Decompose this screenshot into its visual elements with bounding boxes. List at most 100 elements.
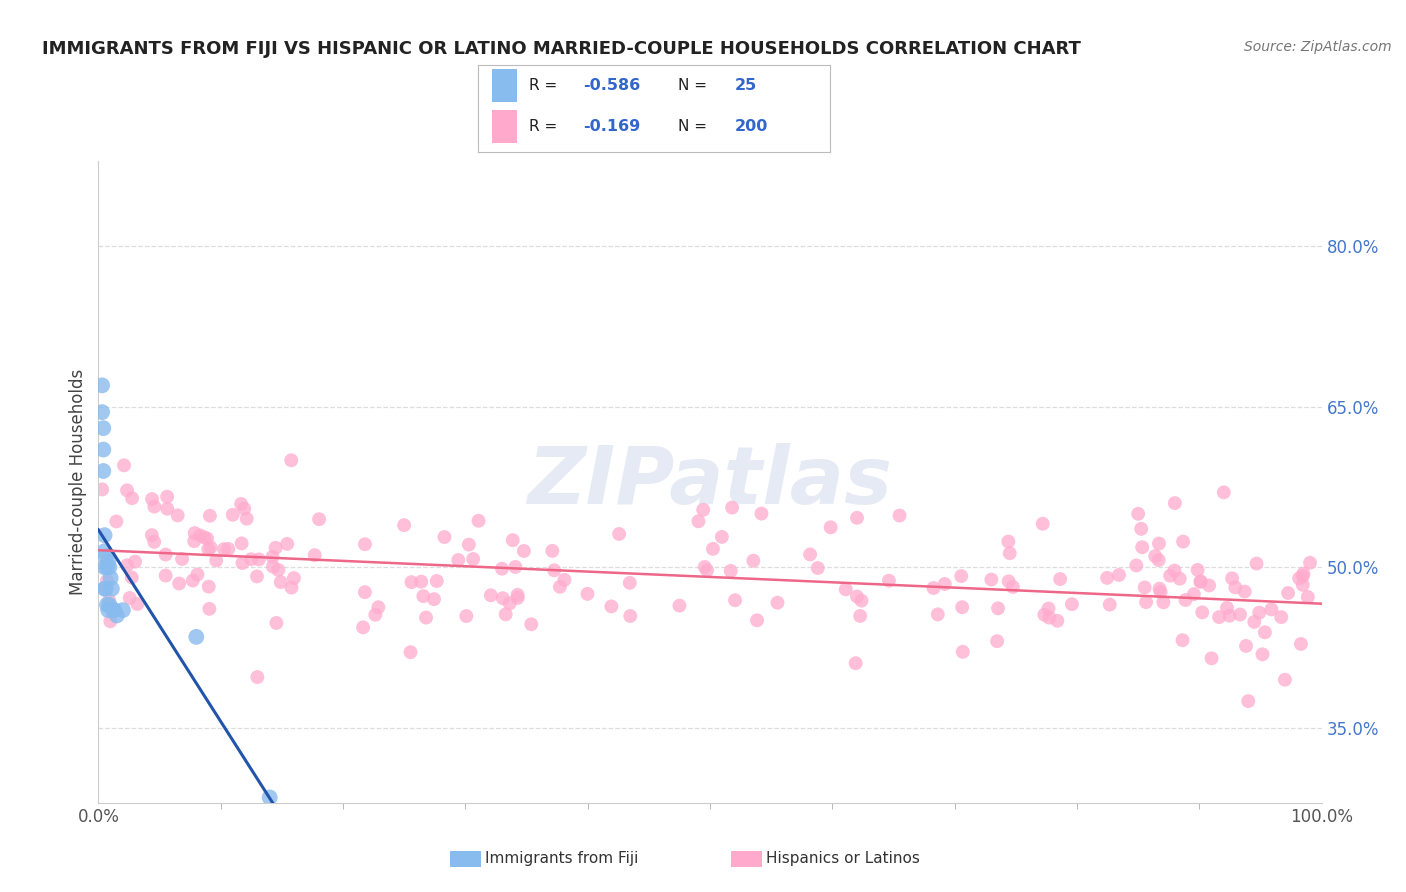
Point: [1130, 541, 1153, 555]
Point: [1201, 651, 1223, 665]
Point: [766, 596, 789, 610]
Point: [1292, 566, 1315, 581]
Point: [1038, 610, 1060, 624]
Text: ZIPatlas: ZIPatlas: [527, 442, 893, 521]
Point: [1130, 522, 1153, 536]
Point: [541, 544, 564, 558]
Point: [1249, 606, 1271, 620]
Point: [467, 514, 489, 528]
Point: [1033, 607, 1056, 622]
Point: [267, 563, 290, 577]
Point: [98, 598, 121, 612]
Point: [276, 537, 298, 551]
Point: [308, 512, 330, 526]
Point: [93, 560, 115, 574]
Point: [1212, 485, 1234, 500]
Text: 25: 25: [734, 78, 756, 94]
Point: [367, 600, 389, 615]
Point: [807, 561, 830, 575]
Point: [702, 541, 724, 556]
Text: IMMIGRANTS FROM FIJI VS HISPANIC OR LATINO MARRIED-COUPLE HOUSEHOLDS CORRELATION: IMMIGRANTS FROM FIJI VS HISPANIC OR LATI…: [42, 40, 1081, 58]
Point: [156, 501, 179, 516]
Point: [1147, 553, 1170, 567]
Point: [696, 563, 718, 577]
Point: [222, 508, 245, 522]
Point: [141, 528, 163, 542]
Point: [1234, 639, 1257, 653]
Point: [93, 544, 115, 558]
Point: [600, 599, 623, 614]
Point: [1270, 610, 1292, 624]
Point: [1243, 615, 1265, 629]
Point: [233, 501, 256, 516]
Point: [91, 442, 114, 457]
Point: [166, 508, 188, 523]
Point: [97, 603, 120, 617]
Point: [121, 491, 143, 506]
Point: [520, 617, 543, 632]
Point: [103, 603, 125, 617]
Point: [1133, 581, 1156, 595]
Point: [1225, 580, 1247, 594]
Point: [183, 526, 205, 541]
Point: [997, 534, 1019, 549]
Point: [619, 609, 641, 624]
Point: [91, 421, 114, 435]
Point: [1288, 571, 1310, 585]
Point: [105, 608, 128, 623]
Point: [143, 500, 166, 514]
Point: [172, 552, 194, 566]
Point: [94, 582, 117, 596]
Point: [1229, 607, 1251, 622]
Point: [1299, 556, 1322, 570]
Point: [877, 574, 900, 588]
Point: [1289, 637, 1312, 651]
Point: [197, 580, 219, 594]
Point: [183, 534, 205, 549]
Point: [1260, 602, 1282, 616]
Point: [235, 511, 257, 525]
Point: [195, 532, 218, 546]
Point: [364, 607, 387, 622]
Point: [91, 405, 114, 419]
Bar: [492, 110, 517, 143]
Point: [576, 587, 599, 601]
Point: [98, 614, 121, 628]
Point: [688, 514, 710, 528]
Point: [1208, 610, 1230, 624]
Point: [1171, 633, 1194, 648]
Point: [229, 497, 252, 511]
Point: [1108, 568, 1130, 582]
Point: [849, 609, 872, 624]
Point: [1251, 648, 1274, 662]
Point: [197, 542, 219, 557]
Point: [155, 548, 177, 562]
Point: [399, 645, 422, 659]
Point: [262, 559, 284, 574]
Point: [93, 528, 115, 542]
Point: [1060, 597, 1083, 611]
Point: [1144, 549, 1167, 563]
Text: Hispanics or Latinos: Hispanics or Latinos: [766, 852, 920, 866]
Point: [98, 560, 121, 574]
Point: [851, 593, 873, 607]
Point: [1233, 584, 1256, 599]
Point: [1135, 595, 1157, 609]
Point: [200, 541, 222, 555]
Text: -0.169: -0.169: [583, 119, 641, 134]
Point: [105, 515, 128, 529]
Point: [266, 615, 288, 630]
Point: [479, 588, 502, 602]
Point: [1216, 600, 1239, 615]
Point: [1189, 574, 1212, 589]
Point: [97, 555, 120, 569]
Point: [745, 613, 768, 627]
Point: [607, 527, 630, 541]
Point: [502, 533, 524, 548]
Point: [1159, 568, 1181, 582]
Point: [354, 537, 377, 551]
Point: [412, 589, 434, 603]
Point: [846, 511, 869, 525]
Point: [411, 574, 433, 589]
Point: [96, 598, 118, 612]
